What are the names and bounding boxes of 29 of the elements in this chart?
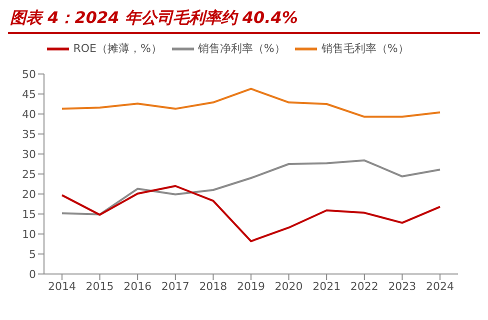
y-tick-label: 10 [22, 228, 36, 241]
legend-label: 销售净利率（%） [198, 42, 286, 56]
legend-label: 销售毛利率（%） [321, 42, 409, 56]
x-tick-label: 2017 [161, 280, 190, 293]
x-tick-label: 2014 [48, 280, 76, 293]
x-tick-label: 2019 [237, 280, 265, 293]
x-tick-label: 2022 [350, 280, 378, 293]
y-tick-label: 15 [22, 208, 36, 221]
y-tick-label: 0 [29, 268, 36, 281]
y-tick-label: 25 [22, 168, 36, 181]
x-tick-label: 2020 [274, 280, 303, 293]
line-series [61, 88, 441, 118]
legend-label: ROE（摊薄，%） [73, 42, 162, 56]
y-tick-label: 40 [22, 108, 36, 121]
y-tick-label: 35 [22, 128, 36, 141]
x-tick-label: 2024 [426, 280, 454, 293]
x-tick-label: 2016 [124, 280, 152, 293]
x-tick-label: 2023 [388, 280, 416, 293]
y-tick-label: 20 [22, 188, 36, 201]
line-series [61, 185, 441, 242]
line-series [61, 159, 441, 216]
chart-title: 图表 4：2024 年公司毛利率约 40.4% [8, 8, 480, 34]
x-tick-label: 2021 [312, 280, 341, 293]
x-tick-label: 2015 [86, 280, 114, 293]
y-tick-label: 5 [29, 248, 36, 261]
y-tick-label: 50 [22, 68, 36, 81]
y-tick-label: 45 [22, 88, 36, 101]
x-tick-label: 2018 [199, 280, 228, 293]
y-tick-label: 30 [22, 148, 36, 161]
